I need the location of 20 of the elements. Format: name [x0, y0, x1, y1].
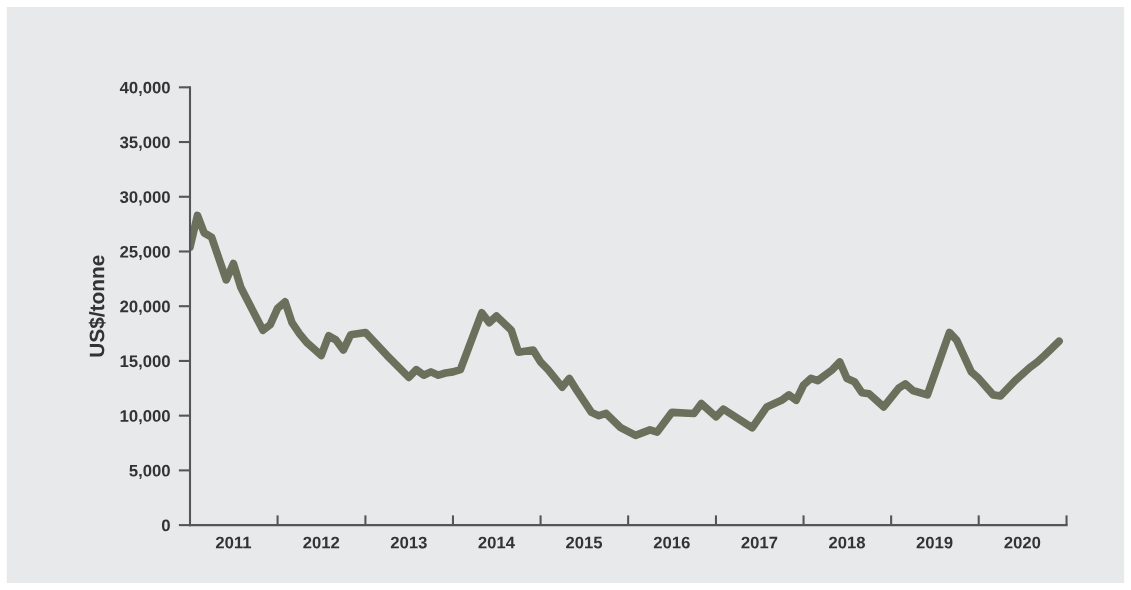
y-tick-label: 10,000: [120, 410, 170, 425]
y-axis-title: US$/tonne: [88, 255, 106, 357]
y-tick-label: 0: [161, 519, 170, 532]
x-tick-label: 2019: [916, 536, 953, 549]
x-tick-label: 2016: [653, 536, 690, 549]
y-tick-label: 35,000: [119, 136, 170, 151]
x-tick-label: 2017: [741, 536, 778, 549]
x-tick-label: 2020: [1004, 536, 1041, 549]
y-tick-label: 5,000: [129, 464, 170, 479]
y-tick-label: 40,000: [119, 81, 170, 96]
x-tick-label: 2018: [829, 536, 866, 549]
x-tick-label: 2015: [566, 536, 603, 549]
y-tick-label: 15,000: [120, 355, 170, 370]
x-tick-label: 2014: [478, 536, 515, 549]
x-tick-label: 2013: [390, 536, 427, 549]
y-tick-label: 20,000: [120, 300, 170, 315]
y-tick-label: 25,000: [120, 245, 170, 261]
y-tick-label: 30,000: [119, 191, 170, 206]
x-tick-label: 2011: [215, 536, 252, 549]
x-tick-label: 2012: [303, 536, 340, 549]
